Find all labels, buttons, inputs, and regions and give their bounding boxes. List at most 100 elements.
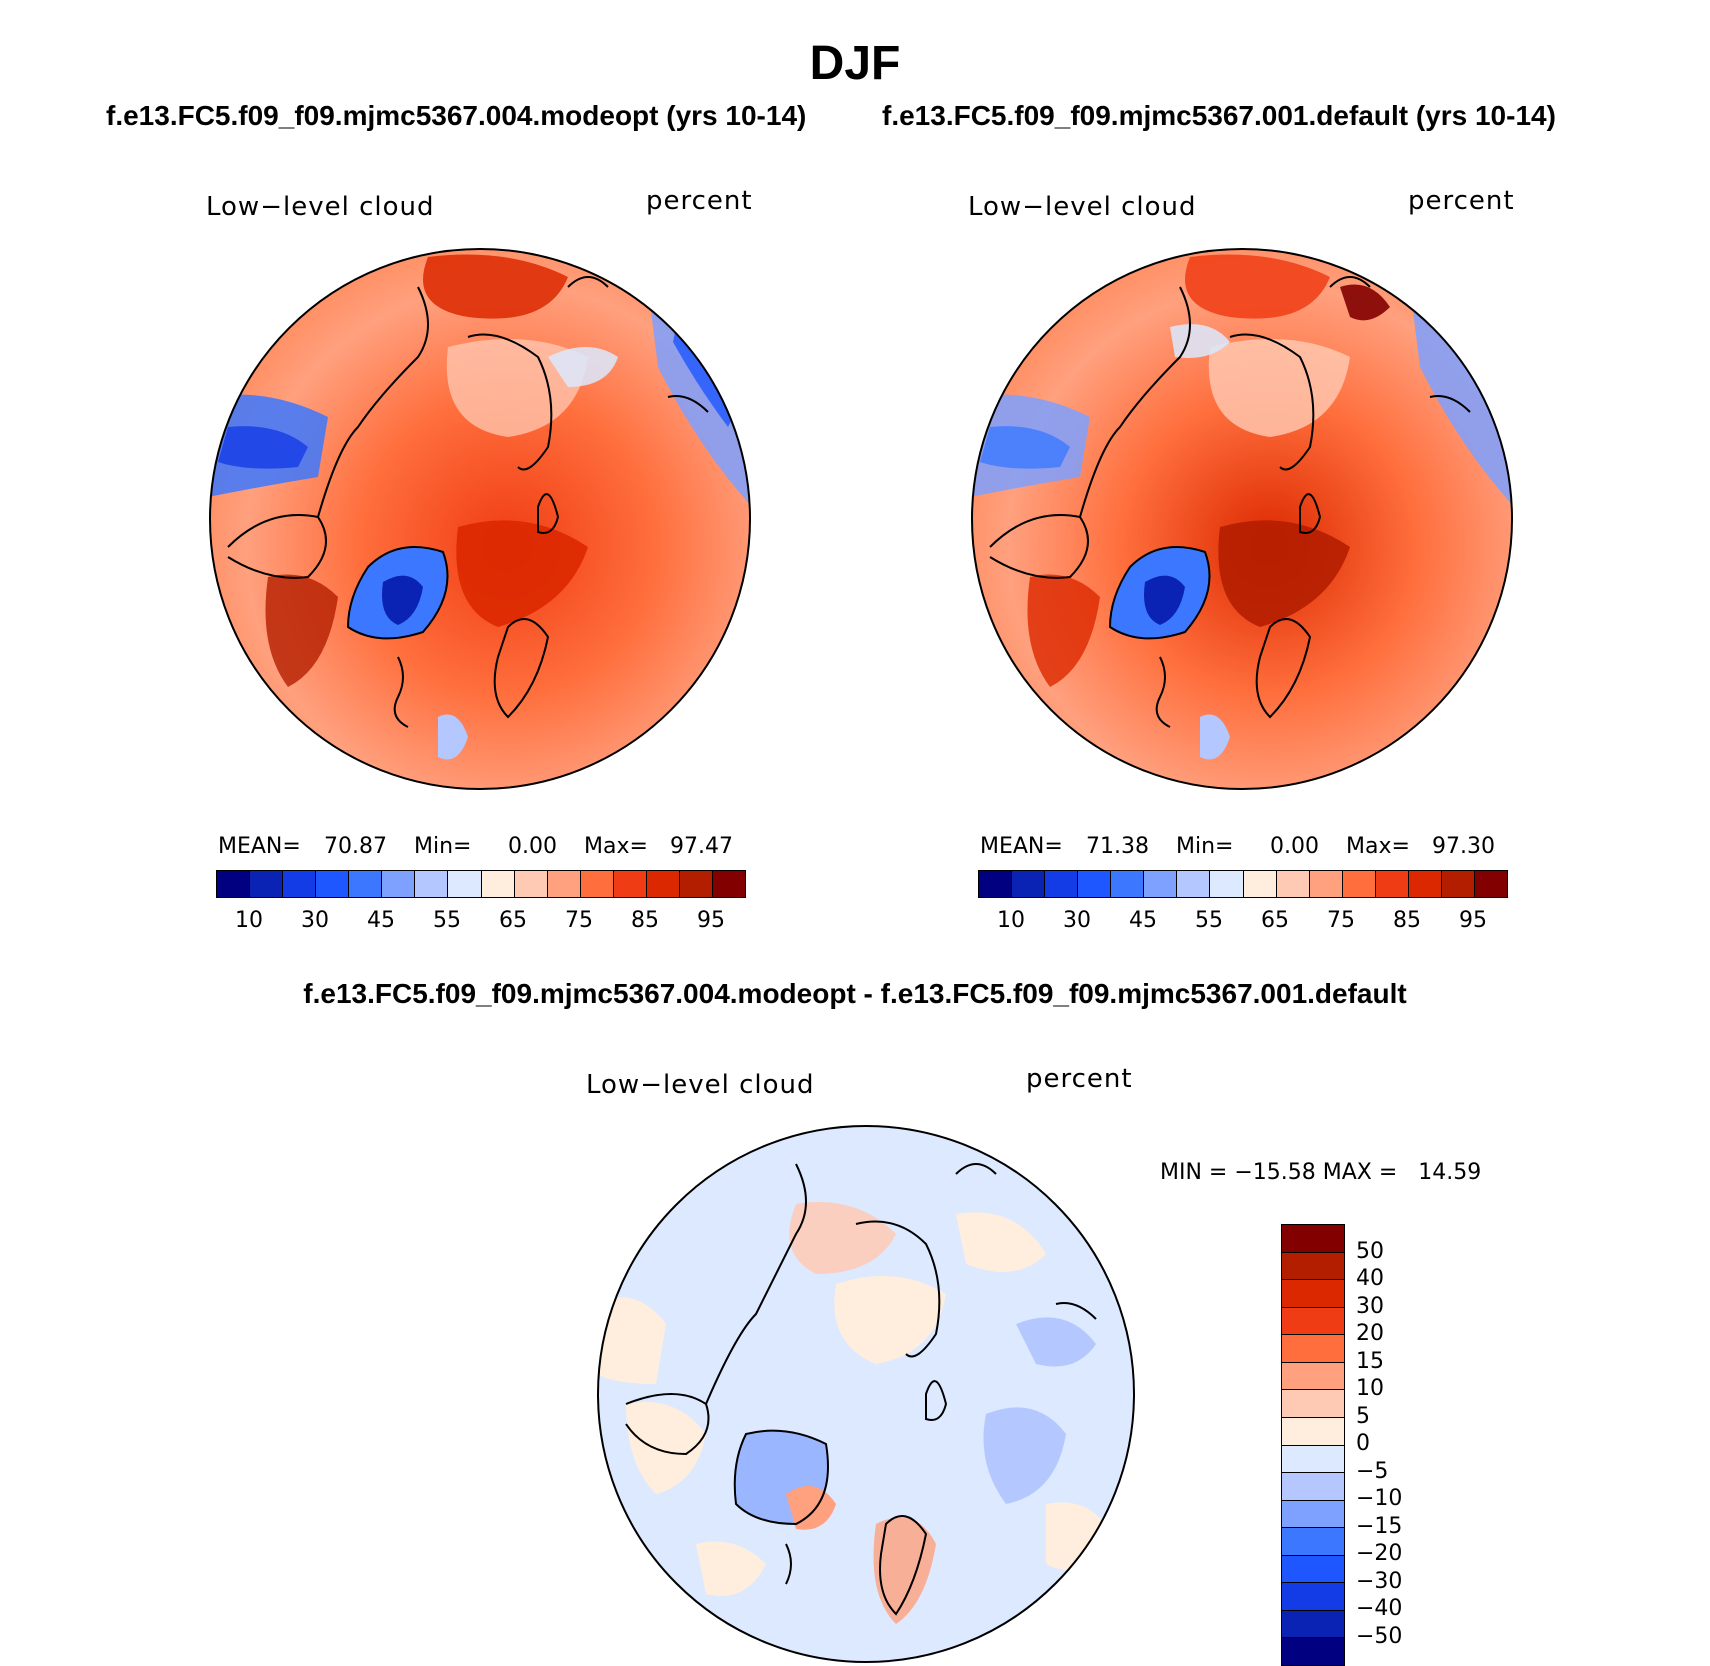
left-colorbar-tick: 30 <box>301 908 329 933</box>
diff-colorbar-swatch <box>1282 1362 1344 1391</box>
left-colorbar-tick: 45 <box>367 908 395 933</box>
left-colorbar-tick: 10 <box>235 908 263 933</box>
diff-colorbar-swatch <box>1282 1390 1344 1418</box>
left-colorbar-swatch <box>349 871 383 897</box>
right-mean-value: 71.38 <box>1086 834 1149 859</box>
right-variable-label: Low−level cloud <box>968 192 1197 222</box>
left-colorbar-swatch <box>382 871 416 897</box>
diff-units-label: percent <box>1026 1064 1133 1094</box>
diff-colorbar-tick: −20 <box>1356 1541 1403 1566</box>
diff-colorbar-swatch <box>1282 1280 1344 1308</box>
diff-colorbar-tick: −15 <box>1356 1513 1403 1539</box>
diff-colorbar <box>1281 1224 1345 1666</box>
left-panel-header: f.e13.FC5.f09_f09.mjmc5367.004.modeopt (… <box>106 100 807 131</box>
right-colorbar-swatch <box>1375 871 1409 897</box>
left-colorbar-swatch <box>514 871 548 897</box>
diff-polar-map <box>597 1125 1135 1663</box>
diff-colorbar-tick: −10 <box>1356 1486 1403 1511</box>
left-min-label: Min= <box>414 834 472 859</box>
left-mean-value: 70.87 <box>324 834 387 859</box>
diff-colorbar-tick: 5 <box>1356 1403 1370 1429</box>
left-colorbar-swatch <box>613 871 647 897</box>
left-colorbar-tick: 75 <box>565 908 593 933</box>
right-colorbar <box>978 870 1508 898</box>
figure-title: DJF <box>809 37 901 90</box>
right-panel-header: f.e13.FC5.f09_f09.mjmc5367.001.default (… <box>882 100 1556 131</box>
diff-colorbar-tick: −50 <box>1356 1623 1403 1649</box>
left-colorbar-swatch <box>547 871 581 897</box>
diff-colorbar-tick: −40 <box>1356 1596 1403 1621</box>
diff-colorbar-swatch <box>1282 1500 1344 1529</box>
right-colorbar-tick: 65 <box>1261 908 1289 933</box>
right-colorbar-swatch <box>1441 871 1475 897</box>
right-colorbar-swatch <box>1309 871 1343 897</box>
diff-colorbar-tick: 15 <box>1356 1348 1384 1374</box>
diff-colorbar-swatch <box>1282 1417 1344 1446</box>
right-min-value: 0.00 <box>1270 834 1319 859</box>
right-max-label: Max= <box>1346 834 1410 859</box>
right-colorbar-swatch <box>1078 871 1112 897</box>
right-colorbar-swatch <box>1144 871 1178 897</box>
left-max-label: Max= <box>584 834 648 859</box>
right-polar-map <box>971 248 1513 790</box>
left-colorbar-swatch <box>415 871 449 897</box>
diff-colorbar-swatch <box>1282 1610 1344 1639</box>
left-colorbar-swatch <box>580 871 614 897</box>
right-colorbar-swatch <box>1045 871 1079 897</box>
diff-minmax: MIN = −15.58 MAX = 14.59 <box>1160 1160 1482 1185</box>
right-colorbar-tick: 30 <box>1063 908 1091 933</box>
diff-colorbar-swatch <box>1282 1335 1344 1363</box>
right-colorbar-swatch <box>1342 871 1376 897</box>
left-colorbar-swatch <box>250 871 284 897</box>
right-colorbar-swatch <box>979 871 1013 897</box>
diff-colorbar-swatch <box>1282 1473 1344 1501</box>
diff-colorbar-swatch <box>1282 1225 1344 1253</box>
left-polar-map <box>209 248 751 790</box>
right-colorbar-tick: 95 <box>1459 908 1487 933</box>
right-colorbar-tick: 45 <box>1129 908 1157 933</box>
diff-colorbar-swatch <box>1282 1445 1344 1474</box>
diff-colorbar-swatch <box>1282 1555 1344 1584</box>
left-colorbar-swatch <box>283 871 317 897</box>
left-min-value: 0.00 <box>508 834 557 859</box>
left-colorbar-swatch <box>217 871 251 897</box>
diff-colorbar-tick: −30 <box>1356 1568 1403 1594</box>
right-colorbar-swatch <box>1111 871 1145 897</box>
left-colorbar-swatch <box>679 871 713 897</box>
right-min-label: Min= <box>1176 834 1234 859</box>
diff-colorbar-tick: 40 <box>1356 1266 1384 1291</box>
diff-colorbar-tick: 30 <box>1356 1293 1384 1319</box>
right-colorbar-tick: 55 <box>1195 908 1223 933</box>
diff-colorbar-swatch <box>1282 1307 1344 1336</box>
right-colorbar-swatch <box>1243 871 1277 897</box>
left-colorbar-tick: 65 <box>499 908 527 933</box>
diff-colorbar-tick: 50 <box>1356 1238 1384 1264</box>
diff-colorbar-swatch <box>1282 1252 1344 1281</box>
right-colorbar-tick: 75 <box>1327 908 1355 933</box>
right-colorbar-swatch <box>1276 871 1310 897</box>
diff-colorbar-tick: 20 <box>1356 1321 1384 1346</box>
left-variable-label: Low−level cloud <box>206 192 435 222</box>
right-colorbar-tick: 10 <box>997 908 1025 933</box>
left-colorbar-swatch <box>448 871 482 897</box>
right-colorbar-swatch <box>1408 871 1442 897</box>
right-colorbar-tick: 85 <box>1393 908 1421 933</box>
left-colorbar <box>216 870 746 898</box>
diff-colorbar-swatch <box>1282 1583 1344 1611</box>
diff-colorbar-swatch <box>1282 1528 1344 1556</box>
left-colorbar-tick: 85 <box>631 908 659 933</box>
left-colorbar-swatch <box>316 871 350 897</box>
right-colorbar-swatch <box>1210 871 1244 897</box>
diff-colorbar-tick: 10 <box>1356 1376 1384 1401</box>
left-mean-label: MEAN= <box>218 834 301 859</box>
right-mean-label: MEAN= <box>980 834 1063 859</box>
diff-colorbar-swatch <box>1282 1638 1344 1665</box>
right-max-value: 97.30 <box>1432 834 1495 859</box>
right-colorbar-swatch <box>1012 871 1046 897</box>
left-units-label: percent <box>646 186 753 216</box>
left-colorbar-swatch <box>481 871 515 897</box>
left-colorbar-tick: 95 <box>697 908 725 933</box>
left-colorbar-swatch <box>712 871 745 897</box>
left-colorbar-swatch <box>646 871 680 897</box>
right-colorbar-swatch <box>1474 871 1507 897</box>
